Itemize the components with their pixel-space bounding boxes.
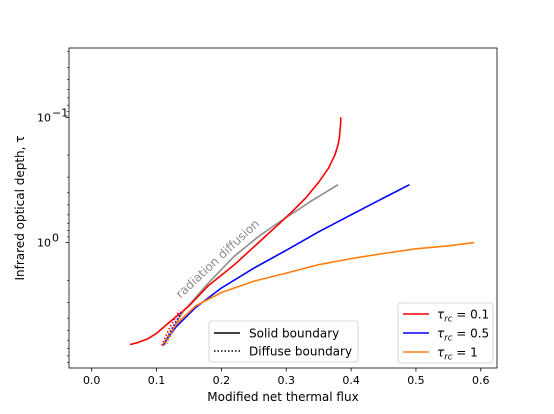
legend-box	[208, 320, 359, 363]
plot-frame	[68, 47, 498, 369]
x-tick-label: 0.2	[213, 374, 231, 387]
series-line-1	[162, 183, 410, 345]
y-axis-label: Infrared optical depth, τ	[13, 135, 27, 280]
boundary-legend: Solid boundary Diffuse boundary	[208, 320, 359, 363]
x-tick-label: 0.4	[342, 374, 360, 387]
series-line-2	[162, 241, 475, 345]
y-tick-exponent: −1	[52, 106, 68, 119]
x-tick-label: 0.5	[407, 374, 425, 387]
legend-label: Solid boundary	[249, 327, 339, 341]
x-axis-ticks: 0.0 0.1 0.2 0.3 0.4 0.5 0.6	[83, 368, 490, 387]
x-tick-label: 0.6	[472, 374, 490, 387]
x-tick-label: 0.1	[148, 374, 166, 387]
y-tick-label: 10	[37, 237, 51, 250]
y-tick-label: 10	[37, 111, 51, 124]
annotation-layer: radiation diffusion	[173, 216, 262, 300]
series-legend: τrc = 0.1 τrc = 0.5 τrc = 1	[397, 302, 494, 364]
legend-label: Diffuse boundary	[249, 345, 352, 359]
series-line-0	[129, 117, 342, 346]
x-axis-label: Modified net thermal flux	[207, 390, 358, 404]
x-tick-label: 0.0	[83, 374, 101, 387]
legend-label: τrc = 1	[437, 346, 478, 363]
y-tick-exponent: 0	[52, 232, 59, 245]
x-tick-label: 0.3	[277, 374, 295, 387]
legend-box	[397, 302, 494, 364]
radiation-diffusion-label: radiation diffusion	[173, 216, 262, 300]
plot-lines	[129, 117, 475, 347]
legend-label: τrc = 0.1	[437, 308, 489, 325]
legend-label: τrc = 0.5	[437, 327, 489, 344]
diffuse-boundary-line-0	[160, 310, 180, 346]
